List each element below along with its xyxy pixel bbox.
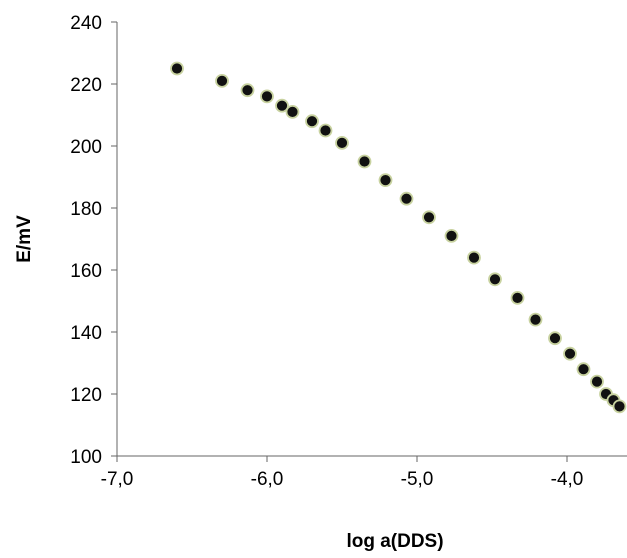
y-tick-label: 240	[70, 13, 102, 34]
y-tick-label: 160	[70, 261, 102, 282]
data-point	[563, 346, 577, 361]
axes	[111, 21, 627, 462]
y-tick-label: 200	[70, 137, 102, 158]
data-point	[240, 83, 255, 98]
y-tick-label: 220	[70, 75, 102, 96]
data-point	[335, 135, 349, 150]
data-point	[590, 374, 604, 389]
x-tick-label: -4,0	[551, 469, 584, 490]
x-tick-label: -5,0	[401, 469, 434, 490]
data-point	[260, 89, 274, 104]
x-tick-label: -7,0	[101, 469, 134, 490]
data-point	[422, 210, 436, 225]
data-point	[275, 98, 289, 113]
x-axis-title: log a(DDS)	[346, 531, 443, 552]
data-point	[510, 290, 525, 305]
data-point	[357, 154, 372, 169]
data-point	[444, 228, 459, 243]
data-point	[318, 123, 333, 138]
data-point	[488, 272, 502, 287]
data-point	[285, 105, 300, 119]
data-points	[170, 61, 627, 414]
data-point	[548, 331, 562, 346]
data-point	[305, 114, 319, 129]
y-tick-label: 180	[70, 199, 102, 220]
x-tick-label: -6,0	[251, 469, 284, 490]
data-point	[378, 173, 393, 188]
data-point	[399, 191, 414, 206]
y-tick-label: 120	[70, 385, 102, 406]
data-point	[576, 362, 591, 377]
y-axis-title: E/mV	[14, 215, 35, 263]
y-tick-label: 100	[70, 447, 102, 468]
data-point	[528, 312, 543, 327]
data-point	[612, 399, 627, 414]
data-point	[467, 250, 481, 265]
data-point	[215, 74, 229, 88]
tick-labels: 100 120 140 160 180 200 220 240 -7,0 -6,0 -5,0 -4,0	[70, 13, 583, 490]
y-tick-label: 140	[70, 323, 102, 344]
data-point	[170, 61, 184, 76]
